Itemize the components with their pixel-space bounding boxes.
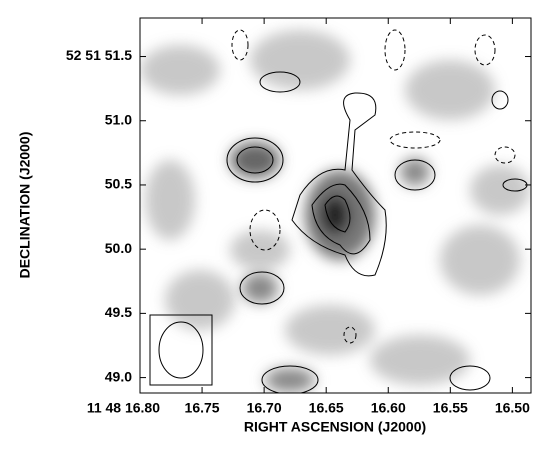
x-tick-label: 16.55 (433, 400, 468, 416)
y-tick-label: 49.5 (105, 304, 132, 320)
x-axis-label: RIGHT ASCENSION (J2000) (244, 419, 426, 435)
y-tick-label: 50.0 (105, 240, 132, 256)
y-tick-label: 49.0 (105, 368, 132, 384)
x-tick-label: 11 48 16.80 (87, 400, 160, 416)
y-tick-label: 52 51 51.5 (66, 47, 132, 63)
image-map (140, 18, 531, 393)
x-tick-label: 16.70 (247, 400, 282, 416)
x-tick-label: 16.75 (185, 400, 220, 416)
y-tick-label: 50.5 (105, 176, 132, 192)
plot-frame (139, 17, 532, 394)
x-tick-label: 16.60 (371, 400, 406, 416)
x-tick-label: 16.65 (309, 400, 344, 416)
y-tick-label: 51.0 (105, 111, 132, 127)
y-axis-label: DECLINATION (J2000) (17, 132, 33, 279)
x-tick-label: 16.50 (495, 400, 530, 416)
